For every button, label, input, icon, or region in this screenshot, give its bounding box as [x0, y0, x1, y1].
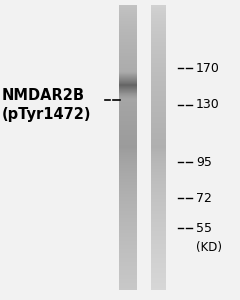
Text: (pTyr1472): (pTyr1472) [2, 107, 91, 122]
Text: 55: 55 [196, 221, 212, 235]
Text: NMDAR2B: NMDAR2B [2, 88, 85, 103]
Text: (KD): (KD) [196, 242, 222, 254]
Text: 130: 130 [196, 98, 220, 112]
Text: 95: 95 [196, 155, 212, 169]
Text: 170: 170 [196, 61, 220, 74]
Text: 72: 72 [196, 191, 212, 205]
